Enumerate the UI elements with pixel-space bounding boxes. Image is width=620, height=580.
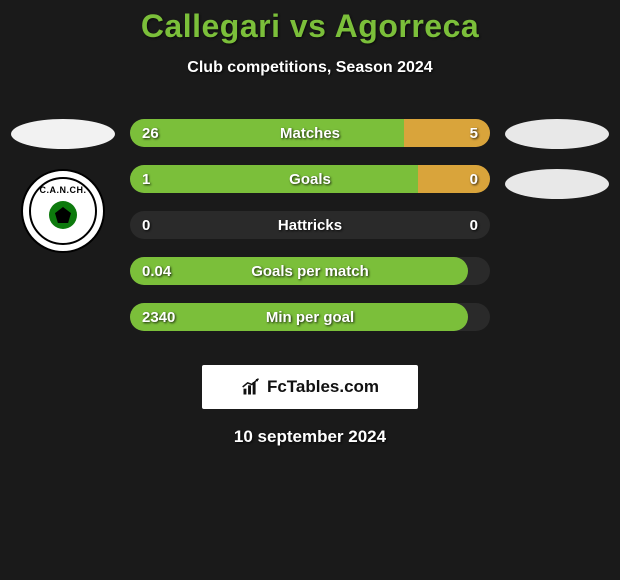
bar-label: Goals (130, 165, 490, 193)
right-ellipse-badge-1 (505, 119, 609, 149)
page-subtitle: Club competitions, Season 2024 (0, 59, 620, 77)
bar-label: Matches (130, 119, 490, 147)
stat-bars: 265Matches 10Goals 00Hattricks 0.04Goals pe… (130, 119, 490, 349)
club-badge-text: C.A.N.CH. (40, 185, 87, 195)
stat-row: 265Matches (130, 119, 490, 147)
page-title: Callegari vs Agorreca (0, 0, 620, 45)
right-player-badges (502, 107, 612, 219)
brand-chart-icon (241, 377, 261, 397)
right-ellipse-badge-2 (505, 169, 609, 199)
bar-label: Min per goal (130, 303, 490, 331)
stat-row: 2340Min per goal (130, 303, 490, 331)
left-player-badges: C.A.N.CH. (8, 107, 118, 253)
club-badge-ball-icon (49, 201, 77, 229)
brand-text: FcTables.com (267, 377, 379, 397)
bar-label: Goals per match (130, 257, 490, 285)
left-club-badge: C.A.N.CH. (21, 169, 105, 253)
stat-row: 0.04Goals per match (130, 257, 490, 285)
stat-row: 00Hattricks (130, 211, 490, 239)
comparison-chart: C.A.N.CH. 265Matches 10Goals 00Hattricks 0.… (0, 119, 620, 349)
left-ellipse-badge (11, 119, 115, 149)
stat-row: 10Goals (130, 165, 490, 193)
bar-label: Hattricks (130, 211, 490, 239)
brand-box: FcTables.com (202, 365, 418, 409)
date-text: 10 september 2024 (0, 427, 620, 447)
